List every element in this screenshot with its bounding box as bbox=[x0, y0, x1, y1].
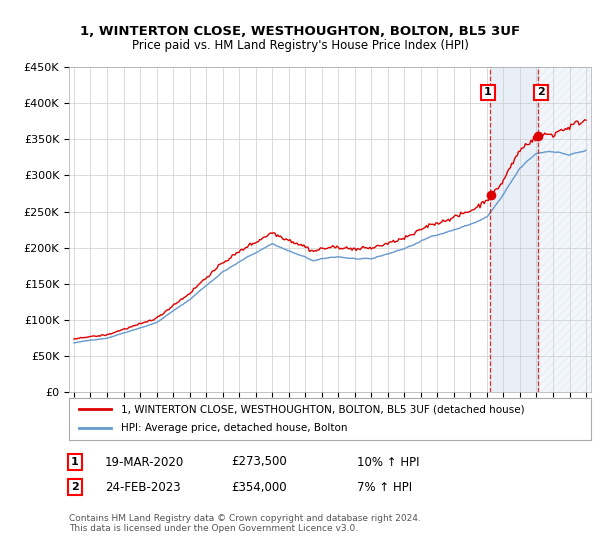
Bar bbox=[490, 67, 538, 392]
Bar bbox=[538, 67, 595, 392]
Text: 10% ↑ HPI: 10% ↑ HPI bbox=[357, 455, 419, 469]
Text: HPI: Average price, detached house, Bolton: HPI: Average price, detached house, Bolt… bbox=[121, 423, 348, 433]
Text: 7% ↑ HPI: 7% ↑ HPI bbox=[357, 480, 412, 494]
Text: 2: 2 bbox=[537, 87, 545, 97]
Text: 19-MAR-2020: 19-MAR-2020 bbox=[105, 455, 184, 469]
Text: 2: 2 bbox=[71, 482, 79, 492]
Text: 1: 1 bbox=[484, 87, 492, 97]
Text: Price paid vs. HM Land Registry's House Price Index (HPI): Price paid vs. HM Land Registry's House … bbox=[131, 39, 469, 52]
Text: £354,000: £354,000 bbox=[231, 480, 287, 494]
Text: Contains HM Land Registry data © Crown copyright and database right 2024.
This d: Contains HM Land Registry data © Crown c… bbox=[69, 514, 421, 533]
Text: £273,500: £273,500 bbox=[231, 455, 287, 469]
Text: 1, WINTERTON CLOSE, WESTHOUGHTON, BOLTON, BL5 3UF: 1, WINTERTON CLOSE, WESTHOUGHTON, BOLTON… bbox=[80, 25, 520, 38]
Text: 1, WINTERTON CLOSE, WESTHOUGHTON, BOLTON, BL5 3UF (detached house): 1, WINTERTON CLOSE, WESTHOUGHTON, BOLTON… bbox=[121, 404, 525, 414]
Text: 24-FEB-2023: 24-FEB-2023 bbox=[105, 480, 181, 494]
Text: 1: 1 bbox=[71, 457, 79, 467]
